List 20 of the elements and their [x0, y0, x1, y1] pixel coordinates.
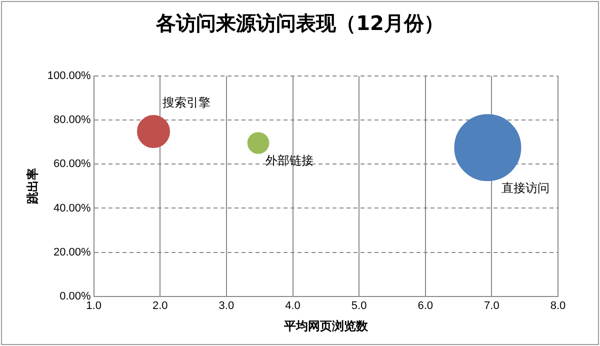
y-tick-label: 60.00% — [54, 158, 92, 170]
x-tick-label: 3.0 — [218, 300, 234, 312]
x-tick-label: 8.0 — [550, 300, 566, 312]
x-tick-label: 4.0 — [285, 300, 300, 312]
series-label: 外部链接 — [265, 154, 314, 168]
x-tick-label: 6.0 — [418, 300, 434, 312]
y-axis-title: 跳出率 — [26, 168, 40, 206]
x-axis-title: 平均网页浏览数 — [282, 319, 369, 334]
x-tick-label: 7.0 — [484, 300, 500, 312]
series-label: 搜索引擎 — [162, 96, 210, 110]
x-tick-label: 5.0 — [351, 300, 367, 312]
y-tick-label: 100.00% — [47, 70, 92, 82]
y-tick-label: 40.00% — [54, 202, 92, 214]
y-tick-label: 80.00% — [54, 114, 92, 126]
x-tick-label: 2.0 — [152, 300, 168, 312]
chart-title: 各访问来源访问表现（12月份） — [154, 10, 445, 37]
y-tick-label: 20.00% — [54, 246, 92, 258]
x-tick-label: 1.0 — [86, 300, 102, 312]
series-label: 直接访问 — [502, 180, 550, 195]
y-tick-label: 0.00% — [60, 290, 92, 302]
